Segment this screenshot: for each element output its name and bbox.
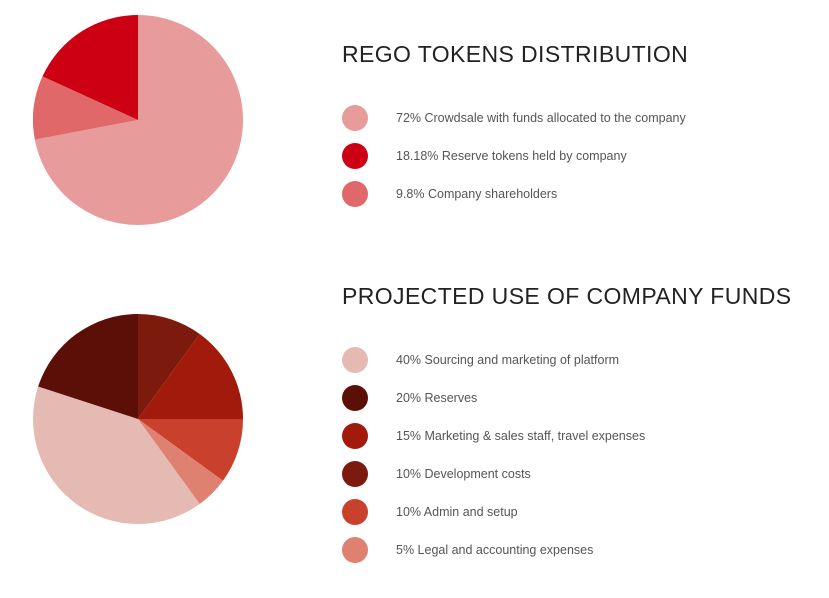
legend-swatch-reserves: [342, 385, 368, 411]
legend-label-sourcing-marketing: 40% Sourcing and marketing of platform: [396, 353, 620, 367]
legend-label-legal-accounting: 5% Legal and accounting expenses: [396, 543, 594, 557]
pie-slice-company-shareholders: [32, 76, 138, 140]
funds-pie-chart: [28, 309, 248, 529]
legend-item-sales-staff: 15% Marketing & sales staff, travel expe…: [342, 417, 822, 455]
legend-item-reserves: 20% Reserves: [342, 379, 822, 417]
legend-swatch-legal-accounting: [342, 537, 368, 563]
legend-swatch-sales-staff: [342, 423, 368, 449]
legend-label-admin-setup: 10% Admin and setup: [396, 505, 518, 519]
legend-item-crowdsale: 72% Crowdsale with funds allocated to th…: [342, 99, 822, 137]
tokens-distribution-section: REGO TOKENS DISTRIBUTION 72% Crowdsale w…: [342, 40, 822, 213]
pie-slice-reserve-tokens-held-by-company: [42, 15, 139, 120]
tokens-chart-title: REGO TOKENS DISTRIBUTION: [342, 41, 689, 67]
pie-slice-development-costs: [138, 314, 200, 419]
legend-item-development: 10% Development costs: [342, 455, 822, 493]
legend-swatch-crowdsale: [342, 105, 368, 131]
pie-slice-reserves: [38, 314, 138, 419]
legend-label-crowdsale: 72% Crowdsale with funds allocated to th…: [396, 111, 686, 125]
legend-item-sourcing-marketing: 40% Sourcing and marketing of platform: [342, 341, 822, 379]
pie-slice-admin-and-setup: [138, 419, 243, 481]
legend-swatch-shareholders: [342, 181, 368, 207]
legend-item-reserve-tokens: 18.18% Reserve tokens held by company: [342, 137, 822, 175]
legend-label-reserves: 20% Reserves: [396, 391, 478, 405]
tokens-legend: 72% Crowdsale with funds allocated to th…: [342, 99, 822, 213]
legend-item-legal-accounting: 5% Legal and accounting expenses: [342, 531, 822, 569]
legend-swatch-reserve-tokens: [342, 143, 368, 169]
legend-swatch-sourcing-marketing: [342, 347, 368, 373]
legend-item-admin-setup: 10% Admin and setup: [342, 493, 822, 531]
pie-slice-marketing-sales-staff-travel-expenses: [138, 334, 243, 419]
legend-label-sales-staff: 15% Marketing & sales staff, travel expe…: [396, 429, 646, 443]
tokens-pie-chart: [28, 10, 248, 230]
legend-label-reserve-tokens: 18.18% Reserve tokens held by company: [396, 149, 627, 163]
funds-chart-title: PROJECTED USE OF COMPANY FUNDS: [342, 283, 792, 309]
legend-swatch-development: [342, 461, 368, 487]
funds-legend: 40% Sourcing and marketing of platform 2…: [342, 341, 822, 569]
pie-slice-sourcing-and-marketing-of-platform: [32, 386, 200, 525]
legend-swatch-admin-setup: [342, 499, 368, 525]
pie-slice-legal-and-accounting-expenses: [138, 419, 223, 504]
pie-slice-crowdsale-with-funds-allocated-to-the-company: [34, 15, 243, 225]
legend-label-shareholders: 9.8% Company shareholders: [396, 187, 558, 201]
legend-label-development: 10% Development costs: [396, 467, 531, 481]
legend-item-shareholders: 9.8% Company shareholders: [342, 175, 822, 213]
funds-use-section: PROJECTED USE OF COMPANY FUNDS 40% Sourc…: [342, 282, 822, 569]
